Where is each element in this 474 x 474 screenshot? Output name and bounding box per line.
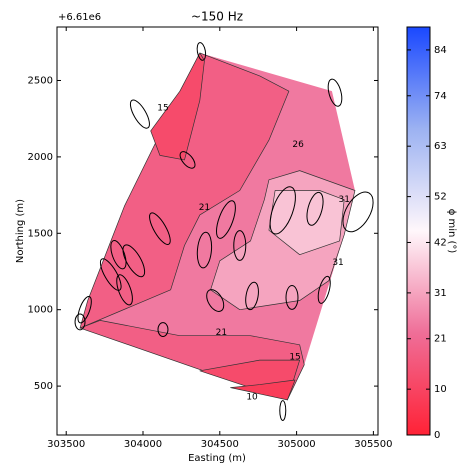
plot-frame <box>56 26 379 436</box>
x-tick-label: 304500 <box>201 439 239 450</box>
error-ellipse <box>129 99 150 129</box>
y-tick-label: 1500 <box>28 228 53 239</box>
colorbar-tick-label: 63 <box>434 141 447 152</box>
error-ellipse <box>269 186 296 235</box>
error-ellipse <box>279 400 287 421</box>
plot-area: 15 26 21 31 31 21 15 10 <box>74 42 374 421</box>
colorbar-tick-label: 10 <box>434 384 447 395</box>
x-tick-label: 305500 <box>354 439 392 450</box>
x-axis-label: Easting (m) <box>188 453 246 464</box>
colorbar-tick-label: 52 <box>434 192 447 203</box>
colorbar-tick-label: 0 <box>434 430 440 441</box>
error-ellipse <box>245 281 259 311</box>
colorbar-tick-label: 84 <box>434 45 447 56</box>
error-ellipse <box>285 285 299 310</box>
colorbar-tick-label: 74 <box>434 91 447 102</box>
error-ellipse <box>157 322 169 338</box>
colorbar-tick-label: 21 <box>434 334 447 345</box>
y-tick-label: 1000 <box>28 305 53 316</box>
error-ellipse <box>74 313 86 331</box>
error-ellipse <box>317 275 331 304</box>
error-ellipse <box>206 289 225 312</box>
error-ellipse <box>306 191 324 226</box>
error-ellipse <box>179 151 196 169</box>
contour-label: 31 <box>338 195 349 205</box>
error-ellipse <box>196 231 213 269</box>
x-tick-label: 304000 <box>124 439 162 450</box>
error-ellipse <box>116 274 133 306</box>
contour-label: 15 <box>289 353 300 363</box>
contour-region <box>230 379 296 401</box>
contour-region <box>79 52 290 329</box>
error-ellipse <box>122 244 146 278</box>
error-ellipse <box>327 78 343 107</box>
error-ellipse <box>77 296 92 324</box>
contour-label: 15 <box>157 103 168 113</box>
x-tick-label: 305000 <box>278 439 316 450</box>
contour-label: 21 <box>216 328 227 338</box>
contour-region <box>150 52 205 161</box>
contour-region <box>80 52 355 400</box>
colorbar <box>406 26 431 436</box>
contour-label: 21 <box>199 203 210 213</box>
error-ellipse <box>342 191 374 233</box>
contour-label: 26 <box>292 140 304 150</box>
contour-label: 31 <box>332 258 343 268</box>
y-axis-label: Northing (m) <box>15 199 26 263</box>
chart-title: ~150 Hz <box>191 10 243 24</box>
x-tick-label: 303500 <box>47 439 85 450</box>
colorbar-tick-label: 42 <box>434 237 447 248</box>
error-ellipse <box>233 230 247 261</box>
error-ellipse <box>110 240 127 270</box>
colorbar-tick-label: 31 <box>434 288 447 299</box>
y-tick-label: 500 <box>34 381 53 392</box>
y-tick-label: 2500 <box>28 75 53 86</box>
y-tick-label: 2000 <box>28 152 53 163</box>
error-ellipse <box>215 200 236 239</box>
error-ellipse <box>149 212 171 245</box>
offset-text: +6.61e6 <box>58 12 101 23</box>
colorbar-label: ϕ min (°) <box>446 209 457 254</box>
contour-region <box>268 190 345 256</box>
error-ellipse <box>99 258 122 291</box>
contour-label: 10 <box>246 392 258 402</box>
error-ellipse <box>196 42 207 61</box>
